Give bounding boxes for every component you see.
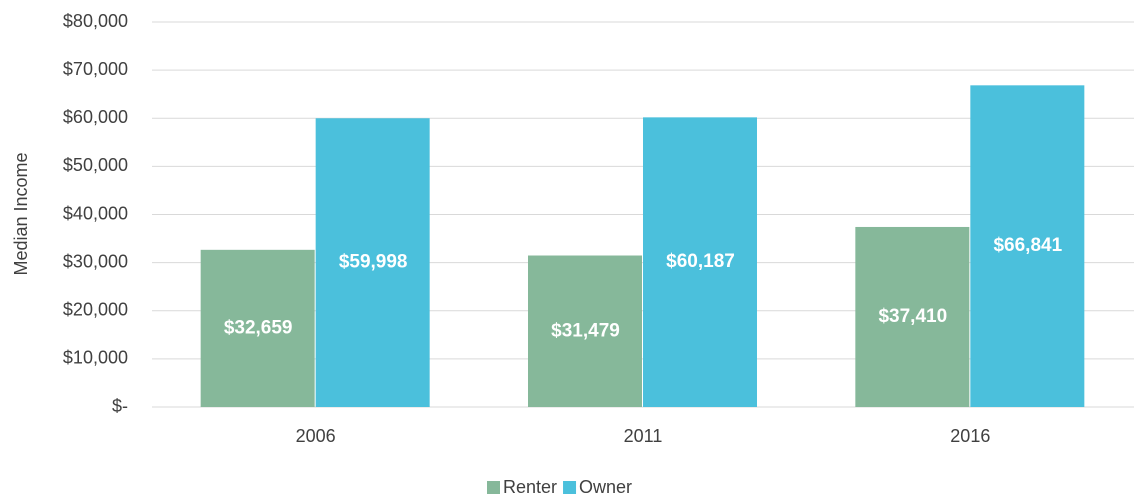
bar [200,249,315,407]
value-label: $31,479 [551,320,620,341]
value-label: $32,659 [224,317,293,338]
value-label: $66,841 [993,235,1062,256]
legend-swatch [563,481,577,494]
value-label: $59,998 [339,252,408,273]
bar [855,226,970,407]
value-label: $60,187 [666,251,735,272]
bar [970,85,1085,407]
value-label: $37,410 [878,306,947,327]
bar [643,117,757,407]
y-tick-label: $20,000 [63,300,128,320]
bar [528,255,642,407]
y-tick-label: $40,000 [63,203,128,223]
y-axis-label: Median Income [11,152,31,275]
x-tick-label: 2016 [950,426,990,446]
y-tick-label: $50,000 [63,155,128,175]
y-tick-label: $70,000 [63,59,128,79]
y-tick-label: $- [112,396,128,416]
y-tick-label: $80,000 [63,11,128,31]
y-tick-label: $30,000 [63,251,128,271]
legend-swatch [487,481,500,494]
x-tick-label: 2011 [624,426,663,446]
y-tick-label: $60,000 [63,107,128,127]
bar [315,118,430,407]
legend-label: Owner [579,477,632,497]
y-tick-label: $10,000 [63,348,128,368]
legend-label: Renter [503,477,557,497]
x-tick-label: 2006 [296,426,336,446]
